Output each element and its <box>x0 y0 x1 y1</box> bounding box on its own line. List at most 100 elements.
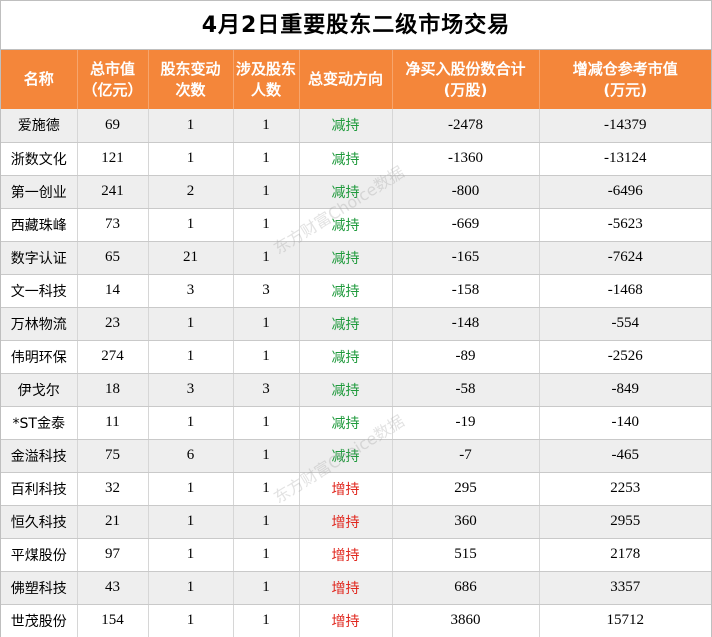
cell-market-cap: 14 <box>77 274 149 308</box>
cell-market-cap: 241 <box>77 175 149 209</box>
cell-holder-count: 1 <box>233 307 300 341</box>
cell-name: 浙数文化 <box>1 142 78 176</box>
table-row: 恒久科技 21 1 1 增持 360 2955 <box>1 505 711 539</box>
table-row: 第一创业 241 2 1 减持 -800 -6496 <box>1 175 711 209</box>
cell-name: 百利科技 <box>1 472 78 506</box>
table-row: 金溢科技 75 6 1 减持 -7 -465 <box>1 439 711 473</box>
cell-ref-value: 3357 <box>539 571 711 605</box>
header-change-times: 股东变动 次数 <box>148 50 234 109</box>
table-header-row: 名称 总市值 （亿元） 股东变动 次数 涉及股东 人数 总变动方向 净买入股份数合计 (万股) 增减… <box>1 50 711 109</box>
header-ref-value-line: (万元) <box>603 80 648 99</box>
table-row: *ST金泰 11 1 1 减持 -19 -140 <box>1 406 711 440</box>
cell-market-cap: 154 <box>77 604 149 637</box>
cell-market-cap: 43 <box>77 571 149 605</box>
cell-name: 佛塑科技 <box>1 571 78 605</box>
cell-ref-value: -140 <box>539 406 711 440</box>
cell-holder-count: 3 <box>233 373 300 407</box>
cell-net-buy: 686 <box>392 571 540 605</box>
cell-change-times: 21 <box>148 241 234 275</box>
table-row: 平煤股份 97 1 1 增持 515 2178 <box>1 538 711 572</box>
header-name-line: 名称 <box>23 70 54 88</box>
table-row: 浙数文化 121 1 1 减持 -1360 -13124 <box>1 142 711 176</box>
cell-direction: 增持 <box>299 604 393 637</box>
cell-holder-count: 1 <box>233 538 300 572</box>
cell-market-cap: 73 <box>77 208 149 242</box>
cell-change-times: 2 <box>148 175 234 209</box>
cell-name: 数字认证 <box>1 241 78 275</box>
cell-name: 第一创业 <box>1 175 78 209</box>
cell-change-times: 1 <box>148 571 234 605</box>
cell-market-cap: 32 <box>77 472 149 506</box>
cell-change-times: 3 <box>148 373 234 407</box>
cell-ref-value: -465 <box>539 439 711 473</box>
header-holder-count-line: 人数 <box>250 80 281 99</box>
table-body: 爱施德 69 1 1 减持 -2478 -14379 浙数文化 121 1 1 减持 -1360 -131… <box>1 109 711 637</box>
cell-change-times: 1 <box>148 472 234 506</box>
cell-ref-value: -5623 <box>539 208 711 242</box>
cell-ref-value: -849 <box>539 373 711 407</box>
cell-ref-value: 2955 <box>539 505 711 539</box>
header-ref-value-line: 增减仓参考市值 <box>572 59 678 78</box>
cell-direction: 减持 <box>299 142 393 176</box>
cell-change-times: 1 <box>148 505 234 539</box>
cell-change-times: 1 <box>148 208 234 242</box>
header-change-times-line: 股东变动 <box>160 59 221 78</box>
cell-ref-value: -7624 <box>539 241 711 275</box>
header-direction: 总变动方向 <box>299 50 393 109</box>
holdings-table: 名称 总市值 （亿元） 股东变动 次数 涉及股东 人数 总变动方向 净买入股份数合计 (万股) 增减… <box>1 50 711 637</box>
cell-direction: 增持 <box>299 571 393 605</box>
cell-net-buy: 3860 <box>392 604 540 637</box>
cell-ref-value: -554 <box>539 307 711 341</box>
cell-change-times: 1 <box>148 142 234 176</box>
cell-net-buy: -1360 <box>392 142 540 176</box>
cell-market-cap: 11 <box>77 406 149 440</box>
cell-net-buy: -158 <box>392 274 540 308</box>
cell-holder-count: 1 <box>233 208 300 242</box>
cell-holder-count: 1 <box>233 175 300 209</box>
cell-holder-count: 1 <box>233 340 300 374</box>
cell-holder-count: 1 <box>233 439 300 473</box>
cell-market-cap: 69 <box>77 109 149 143</box>
cell-holder-count: 1 <box>233 142 300 176</box>
header-market-cap-line: 总市值 <box>89 59 135 78</box>
cell-name: 爱施德 <box>1 109 78 143</box>
table-row: 文一科技 14 3 3 减持 -158 -1468 <box>1 274 711 308</box>
cell-holder-count: 1 <box>233 571 300 605</box>
header-net-buy-line: 净买入股份数合计 <box>405 59 526 78</box>
cell-change-times: 1 <box>148 109 234 143</box>
cell-change-times: 1 <box>148 538 234 572</box>
cell-holder-count: 1 <box>233 472 300 506</box>
cell-direction: 减持 <box>299 175 393 209</box>
table-row: 数字认证 65 21 1 减持 -165 -7624 <box>1 241 711 275</box>
table-row: 伊戈尔 18 3 3 减持 -58 -849 <box>1 373 711 407</box>
cell-ref-value: -2526 <box>539 340 711 374</box>
header-market-cap-line: （亿元） <box>82 80 143 99</box>
cell-net-buy: -148 <box>392 307 540 341</box>
header-market-cap: 总市值 （亿元） <box>77 50 149 109</box>
cell-ref-value: -13124 <box>539 142 711 176</box>
header-direction-line: 总变动方向 <box>307 70 383 88</box>
cell-direction: 减持 <box>299 274 393 308</box>
cell-name: 文一科技 <box>1 274 78 308</box>
cell-holder-count: 3 <box>233 274 300 308</box>
table-row: 佛塑科技 43 1 1 增持 686 3357 <box>1 571 711 605</box>
cell-market-cap: 18 <box>77 373 149 407</box>
table-row: 世茂股份 154 1 1 增持 3860 15712 <box>1 604 711 637</box>
cell-market-cap: 75 <box>77 439 149 473</box>
cell-name: 万林物流 <box>1 307 78 341</box>
header-holder-count-line: 涉及股东 <box>235 59 296 78</box>
cell-name: *ST金泰 <box>1 406 78 440</box>
cell-name: 恒久科技 <box>1 505 78 539</box>
cell-net-buy: -165 <box>392 241 540 275</box>
cell-holder-count: 1 <box>233 406 300 440</box>
header-ref-value: 增减仓参考市值 (万元) <box>539 50 711 109</box>
cell-change-times: 3 <box>148 274 234 308</box>
cell-ref-value: 2178 <box>539 538 711 572</box>
table-row: 西藏珠峰 73 1 1 减持 -669 -5623 <box>1 208 711 242</box>
cell-change-times: 1 <box>148 604 234 637</box>
cell-net-buy: -7 <box>392 439 540 473</box>
cell-net-buy: -669 <box>392 208 540 242</box>
cell-name: 平煤股份 <box>1 538 78 572</box>
cell-market-cap: 274 <box>77 340 149 374</box>
